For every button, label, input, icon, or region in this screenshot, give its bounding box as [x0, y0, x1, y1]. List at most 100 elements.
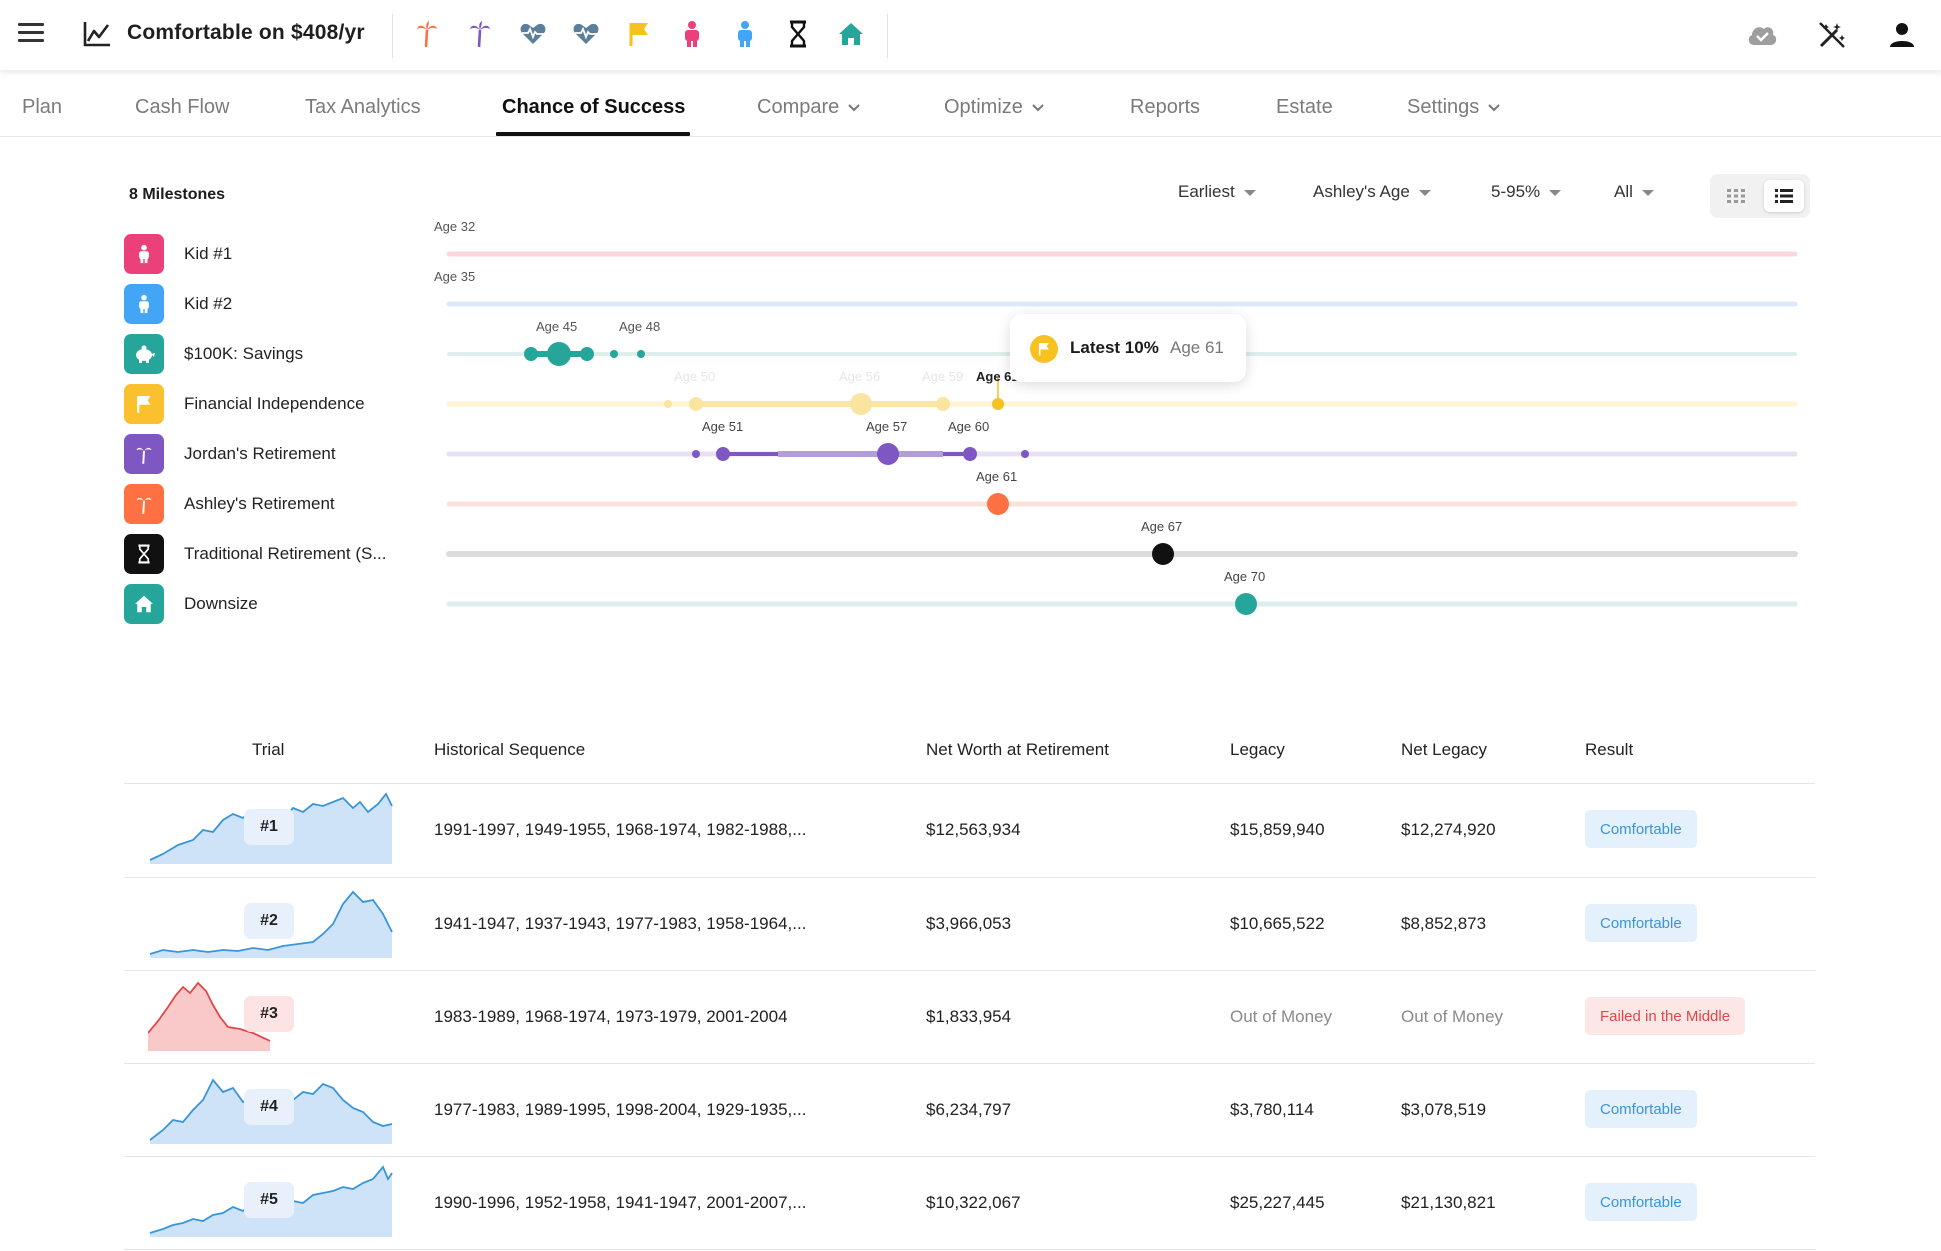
list-view-button[interactable] — [1764, 180, 1804, 212]
milestone-label: Kid #2 — [184, 294, 233, 313]
jordan-point[interactable] — [877, 443, 899, 465]
table-divider — [124, 1249, 1815, 1250]
heartbeat-icon[interactable] — [572, 18, 600, 50]
jordan-point[interactable] — [692, 450, 700, 458]
range-dropdown[interactable]: 5-95% — [1491, 182, 1562, 202]
sort-dropdown-value: Earliest — [1178, 182, 1235, 201]
top-app-bar: Comfortable on $408/yr — [0, 0, 1941, 70]
tab-tax-analytics[interactable]: Tax Analytics — [305, 96, 421, 118]
result-badge[interactable]: Comfortable — [1585, 810, 1697, 848]
tab-optimize-label: Optimize — [944, 96, 1023, 118]
plan-title[interactable]: Comfortable on $408/yr — [127, 21, 365, 44]
account-icon[interactable] — [1885, 18, 1919, 52]
column-header-result[interactable]: Result — [1585, 740, 1634, 759]
axis-dropdown[interactable]: Ashley's Age — [1313, 182, 1432, 202]
house-icon[interactable] — [837, 18, 865, 50]
table-row[interactable]: #1 1991-1997, 1949-1955, 1968-1974, 1982… — [0, 784, 1941, 876]
downsize-point[interactable] — [1235, 593, 1257, 615]
tab-settings[interactable]: Settings — [1407, 96, 1501, 119]
range-dropdown-value: 5-95% — [1491, 182, 1541, 201]
trial-number: #4 — [244, 1089, 294, 1125]
table-row[interactable]: #4 1977-1983, 1989-1995, 1998-2004, 1929… — [0, 1064, 1941, 1156]
axis-dropdown-value: Ashley's Age — [1313, 182, 1410, 201]
milestone-traditional-retirement[interactable]: Traditional Retirement (S... — [124, 534, 414, 574]
tooltip-title: Latest 10% — [1070, 338, 1159, 357]
result-badge[interactable]: Comfortable — [1585, 1090, 1697, 1128]
hourglass-icon[interactable] — [784, 18, 812, 50]
savings-point[interactable] — [524, 347, 538, 361]
timeline-label-age-61: Age 61 — [976, 469, 1017, 484]
menu-icon[interactable] — [18, 23, 44, 43]
palm-tree-icon — [124, 434, 164, 474]
milestone-downsize[interactable]: Downsize — [124, 584, 414, 624]
timeline-label-age-51: Age 51 — [702, 419, 743, 434]
milestone-timeline: Age 32 Age 35 Age 45 Age 48 Age 50 Age 5… — [434, 219, 1798, 615]
net-worth: $12,563,934 — [926, 820, 1021, 839]
column-header-historical-sequence[interactable]: Historical Sequence — [434, 740, 586, 759]
milestone-savings[interactable]: $100K: Savings — [124, 334, 414, 374]
timeline-label-age-70: Age 70 — [1224, 569, 1265, 584]
milestone-jordans-retirement[interactable]: Jordan's Retirement — [124, 434, 414, 474]
fi-point[interactable] — [850, 393, 872, 415]
flag-icon[interactable] — [625, 18, 653, 50]
tab-estate[interactable]: Estate — [1276, 96, 1333, 118]
person-pink-icon[interactable] — [678, 18, 706, 50]
result-badge[interactable]: Comfortable — [1585, 904, 1697, 942]
traditional-point[interactable] — [1152, 543, 1174, 565]
timeline-label-age-50: Age 50 — [674, 369, 715, 384]
timeline-label-age-56: Age 56 — [839, 369, 880, 384]
savings-point[interactable] — [580, 347, 594, 361]
column-header-trial[interactable]: Trial — [252, 740, 285, 759]
table-divider — [124, 1063, 1815, 1064]
jordan-point[interactable] — [716, 447, 730, 461]
result-badge[interactable]: Failed in the Middle — [1585, 997, 1746, 1035]
ashley-point[interactable] — [987, 493, 1009, 515]
milestone-financial-independence[interactable]: Financial Independence — [124, 384, 414, 424]
jordan-point[interactable] — [1021, 450, 1029, 458]
column-header-legacy[interactable]: Legacy — [1230, 740, 1285, 759]
milestone-ashleys-retirement[interactable]: Ashley's Retirement — [124, 484, 414, 524]
legacy: $10,665,522 — [1230, 914, 1325, 933]
historical-sequence: 1983-1989, 1968-1974, 1973-1979, 2001-20… — [434, 1007, 788, 1026]
cloud-check-icon[interactable] — [1745, 18, 1779, 52]
magic-wand-off-icon[interactable] — [1815, 18, 1849, 52]
fi-point[interactable] — [936, 397, 950, 411]
savings-point[interactable] — [637, 350, 645, 358]
heartbeat-icon[interactable] — [519, 18, 547, 50]
palm-tree-orange-icon[interactable] — [413, 18, 441, 50]
tab-cash-flow[interactable]: Cash Flow — [135, 96, 230, 118]
table-row[interactable]: #2 1941-1947, 1937-1943, 1977-1983, 1958… — [0, 878, 1941, 970]
filter-dropdown[interactable]: All — [1614, 182, 1655, 202]
column-header-net-worth[interactable]: Net Worth at Retirement — [926, 740, 1109, 759]
column-header-net-legacy[interactable]: Net Legacy — [1401, 740, 1487, 759]
tab-optimize[interactable]: Optimize — [944, 96, 1045, 119]
tab-settings-label: Settings — [1407, 96, 1480, 118]
trial-number: #5 — [244, 1182, 294, 1218]
tab-reports[interactable]: Reports — [1130, 96, 1201, 118]
table-row[interactable]: #3 1983-1989, 1968-1974, 1973-1979, 2001… — [0, 971, 1941, 1063]
table-row[interactable]: #5 1990-1996, 1952-1958, 1941-1947, 2001… — [0, 1157, 1941, 1249]
fi-point[interactable] — [664, 400, 672, 408]
tab-chance-of-success[interactable]: Chance of Success — [502, 96, 686, 118]
sort-dropdown[interactable]: Earliest — [1178, 182, 1257, 202]
milestone-kid-1[interactable]: Kid #1 — [124, 234, 414, 274]
savings-point[interactable] — [610, 350, 618, 358]
milestone-kid-2[interactable]: Kid #2 — [124, 284, 414, 324]
timeline-label-age-61: Age 61 — [976, 369, 1019, 384]
trial-sparkline — [149, 890, 393, 958]
result-badge[interactable]: Comfortable — [1585, 1183, 1697, 1221]
person-blue-icon[interactable] — [731, 18, 759, 50]
palm-tree-purple-icon[interactable] — [466, 18, 494, 50]
fi-point[interactable] — [689, 397, 703, 411]
grid-view-button[interactable] — [1716, 180, 1756, 212]
jordan-point[interactable] — [963, 447, 977, 461]
caret-down-icon — [1549, 189, 1562, 196]
trial-number: #3 — [244, 996, 294, 1032]
tab-plan[interactable]: Plan — [22, 96, 63, 118]
trials-table-header: Trial Historical Sequence Net Worth at R… — [0, 738, 1941, 784]
tab-compare[interactable]: Compare — [757, 96, 861, 119]
savings-point[interactable] — [547, 342, 571, 366]
grid-icon — [1727, 189, 1745, 203]
legacy: Out of Money — [1230, 1007, 1333, 1026]
fi-point[interactable] — [992, 398, 1004, 410]
